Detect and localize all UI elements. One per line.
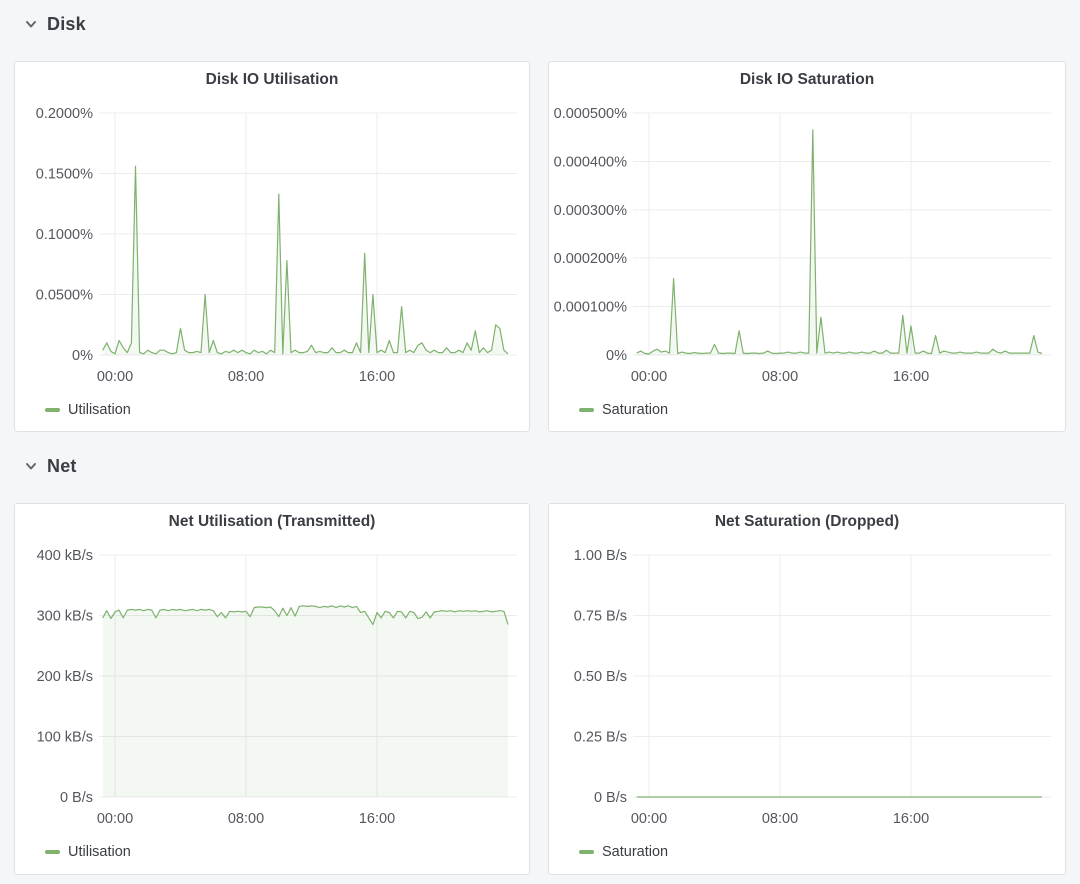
y-axis-tick-label: 0% — [606, 348, 627, 364]
chart-canvas[interactable]: 1.00 B/s 0.75 B/s 0.50 B/s 0.25 B/s 0 B/s00:… — [549, 540, 1065, 830]
chart-legend: Saturation — [579, 844, 668, 860]
x-axis-tick-label: 08:00 — [228, 369, 264, 385]
y-axis-tick-label: 0.000100% — [554, 300, 627, 316]
y-axis-tick-label: 1.00 B/s — [574, 548, 627, 564]
series-line — [102, 605, 509, 626]
y-axis-tick-label: 100 kB/s — [37, 730, 93, 746]
series-line — [636, 129, 1043, 355]
x-axis-tick-label: 16:00 — [893, 811, 929, 827]
y-axis-tick-label: 0.25 B/s — [574, 730, 627, 746]
chevron-down-icon — [26, 463, 36, 470]
y-axis-tick-label: 0.000400% — [554, 154, 627, 170]
panel-title[interactable]: Disk IO Saturation — [739, 71, 875, 88]
panel-disk-io-utilisation: Disk IO Utilisation 0.2000% 0.1500% 0.1000… — [14, 61, 530, 432]
panel-title[interactable]: Net Saturation (Dropped) — [714, 513, 900, 530]
section-label: Net — [47, 455, 77, 476]
series-fill-area — [636, 129, 1042, 355]
y-axis-tick-label: 0.000300% — [554, 203, 627, 219]
section-header-net[interactable]: Net — [24, 452, 77, 480]
x-axis-tick-label: 16:00 — [359, 811, 395, 827]
y-axis-tick-label: 300 kB/s — [37, 609, 93, 625]
y-axis-tick-label: 0.000500% — [554, 106, 627, 122]
x-axis-tick-label: 16:00 — [359, 369, 395, 385]
legend-series-label[interactable]: Utilisation — [68, 402, 131, 418]
y-axis-tick-label: 400 kB/s — [37, 548, 93, 564]
series-fill-area — [102, 605, 508, 797]
chart-legend: Utilisation — [45, 402, 131, 418]
panel-disk-io-saturation: Disk IO Saturation 0.000500% 0.000400% 0.0… — [548, 61, 1066, 432]
y-axis-tick-label: 0.1500% — [36, 167, 93, 183]
section-label: Disk — [47, 13, 86, 34]
panel-title[interactable]: Net Utilisation (Transmitted) — [168, 513, 376, 530]
legend-series-dash — [45, 850, 60, 854]
chart-canvas[interactable]: 0.2000% 0.1500% 0.1000% 0.0500% 0%00:00 08:00… — [15, 98, 531, 388]
x-axis-tick-label: 00:00 — [97, 811, 133, 827]
y-axis-tick-label: 0.000200% — [554, 251, 627, 267]
y-axis-tick-label: 0 B/s — [60, 790, 93, 806]
y-axis-tick-label: 0.50 B/s — [574, 669, 627, 685]
y-axis-tick-label: 0.0500% — [36, 288, 93, 304]
legend-series-label[interactable]: Saturation — [602, 402, 669, 418]
y-axis-tick-label: 200 kB/s — [37, 669, 93, 685]
x-axis-tick-label: 00:00 — [631, 811, 667, 827]
y-axis-tick-label: 0.75 B/s — [574, 609, 627, 625]
chart-legend: Saturation — [579, 402, 668, 418]
series-fill-area — [102, 166, 508, 355]
series-line — [102, 165, 509, 355]
legend-series-dash — [45, 408, 60, 412]
y-axis-tick-label: 0.1000% — [36, 227, 93, 243]
legend-series-dash — [579, 408, 594, 412]
x-axis-tick-label: 08:00 — [228, 811, 264, 827]
y-axis-tick-label: 0% — [72, 348, 93, 364]
x-axis-tick-label: 16:00 — [893, 369, 929, 385]
legend-series-label[interactable]: Utilisation — [68, 844, 131, 860]
panel-net-utilisation-transmitted: Net Utilisation (Transmitted) 400 kB/s 30… — [14, 503, 530, 875]
chart-legend: Utilisation — [45, 844, 131, 860]
chevron-down-icon — [26, 21, 36, 28]
panel-net-saturation-dropped: Net Saturation (Dropped) 1.00 B/s 0.75 B/… — [548, 503, 1066, 875]
y-axis-tick-label: 0.2000% — [36, 106, 93, 122]
x-axis-tick-label: 00:00 — [631, 369, 667, 385]
legend-series-label[interactable]: Saturation — [602, 844, 669, 860]
section-header-disk[interactable]: Disk — [24, 10, 86, 38]
x-axis-tick-label: 08:00 — [762, 369, 798, 385]
legend-series-dash — [579, 850, 594, 854]
panel-title[interactable]: Disk IO Utilisation — [205, 71, 339, 88]
x-axis-tick-label: 00:00 — [97, 369, 133, 385]
chart-canvas[interactable]: 0.000500% 0.000400% 0.000300% 0.000200% 0.00… — [549, 98, 1065, 388]
y-axis-tick-label: 0 B/s — [594, 790, 627, 806]
x-axis-tick-label: 08:00 — [762, 811, 798, 827]
chart-canvas[interactable]: 400 kB/s 300 kB/s 200 kB/s 100 kB/s 0 B/s00:… — [15, 540, 531, 830]
